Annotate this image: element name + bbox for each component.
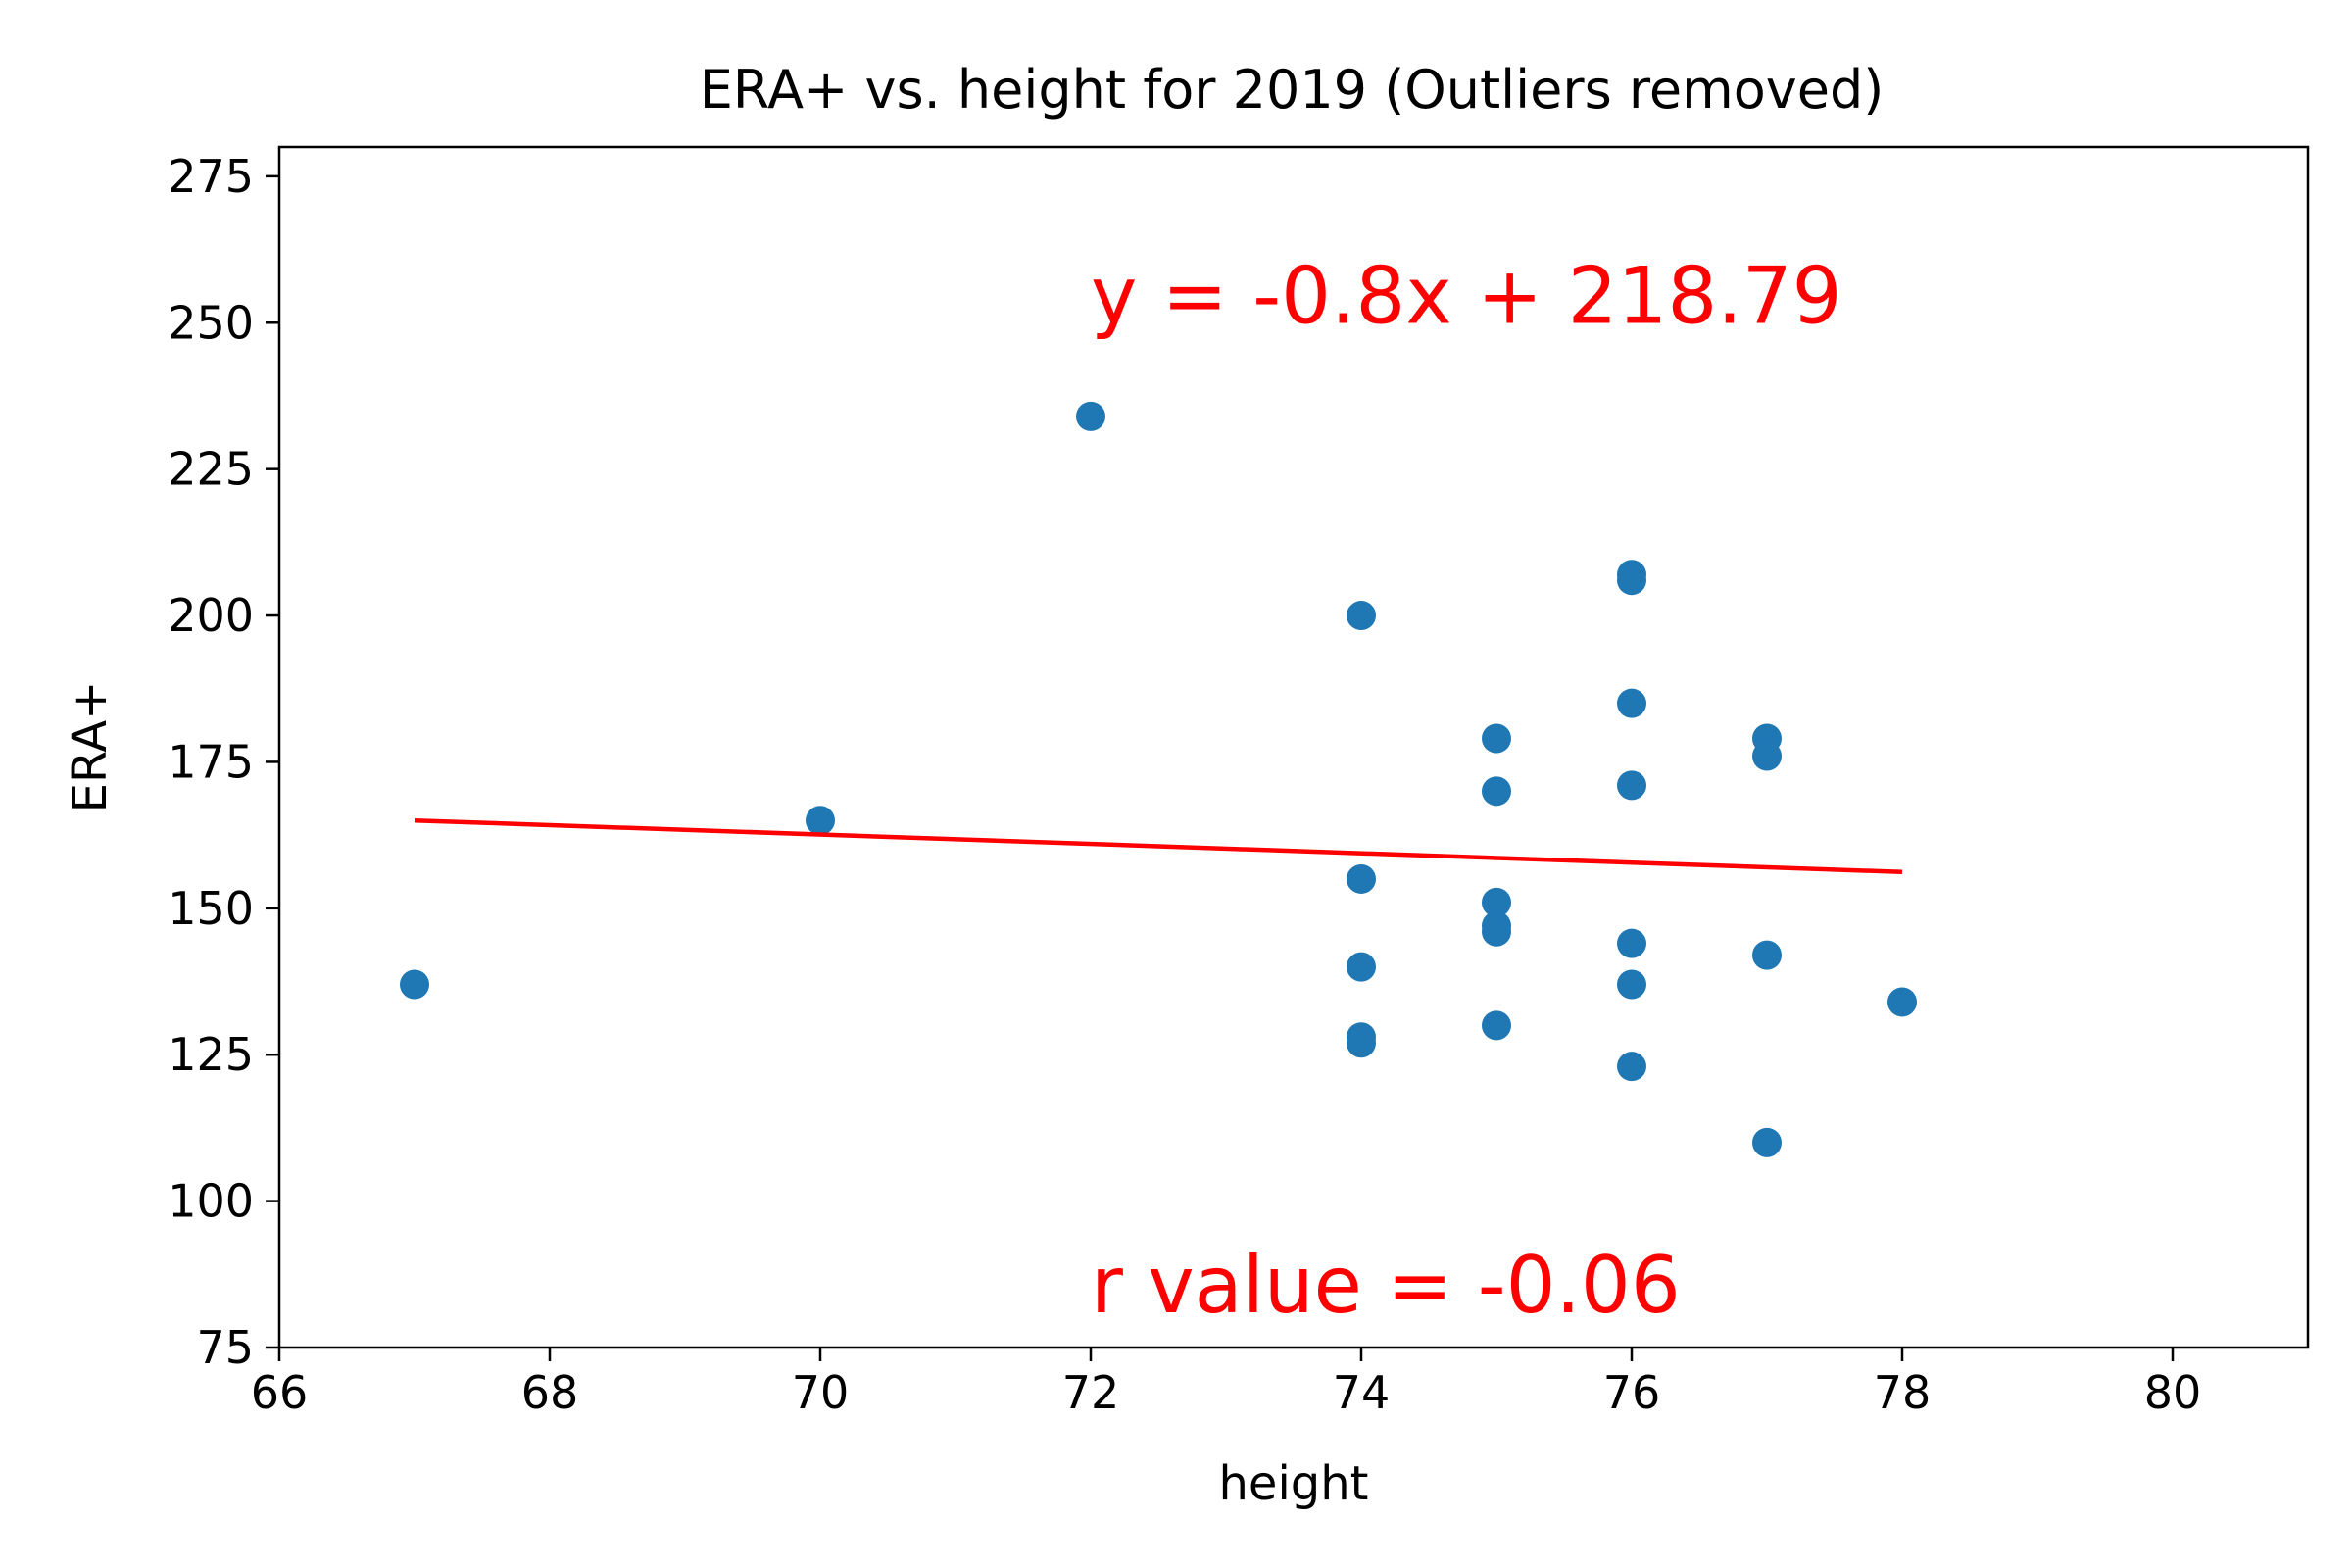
- data-point: [1617, 688, 1646, 718]
- data-point: [1482, 887, 1511, 917]
- x-tick-label: 66: [251, 1366, 309, 1419]
- chart-title: ERA+ vs. height for 2019 (Outliers remov…: [700, 59, 1885, 121]
- data-point: [1347, 601, 1376, 631]
- data-point: [1752, 741, 1782, 771]
- x-tick-label: 74: [1333, 1366, 1391, 1419]
- data-point: [1617, 928, 1646, 958]
- data-point: [1482, 776, 1511, 807]
- data-point: [1347, 863, 1376, 894]
- data-point: [1076, 401, 1105, 431]
- x-tick-label: 78: [1874, 1366, 1932, 1419]
- data-point: [1347, 952, 1376, 982]
- y-tick-label: 75: [196, 1321, 254, 1374]
- data-point: [400, 969, 429, 1000]
- data-point: [1752, 1127, 1782, 1157]
- y-tick-label: 150: [168, 882, 254, 935]
- y-tick-label: 125: [168, 1028, 254, 1081]
- x-tick-label: 76: [1603, 1366, 1661, 1419]
- x-axis-label: height: [1219, 1456, 1369, 1511]
- y-tick-label: 175: [168, 735, 254, 788]
- data-point: [1482, 916, 1511, 947]
- data-point: [806, 806, 835, 836]
- data-point: [1617, 969, 1646, 1000]
- data-point: [1347, 1028, 1376, 1058]
- y-tick-label: 225: [168, 443, 254, 496]
- x-tick-label: 80: [2144, 1366, 2202, 1419]
- y-axis: 75 100 125 150 175 200 225 250 275: [168, 150, 279, 1374]
- data-point: [1887, 987, 1917, 1017]
- y-axis-label: ERA+: [63, 681, 118, 813]
- annotation-text: r value = -0.06: [1091, 1240, 1681, 1331]
- data-point: [1617, 1052, 1646, 1082]
- annotation-text: y = -0.8x + 218.79: [1091, 250, 1841, 341]
- plot-frame: [277, 145, 2310, 1349]
- regression-line: [414, 817, 1903, 875]
- data-point: [1482, 1010, 1511, 1041]
- data-point: [1617, 770, 1646, 801]
- y-tick-label: 250: [168, 296, 254, 349]
- x-tick-label: 70: [792, 1366, 850, 1419]
- y-tick-label: 275: [168, 150, 254, 203]
- data-point: [1752, 940, 1782, 970]
- y-tick-label: 100: [168, 1175, 254, 1228]
- data-point: [1482, 723, 1511, 754]
- x-tick-label: 72: [1062, 1366, 1120, 1419]
- plot-content: [400, 401, 1917, 1157]
- data-point: [1617, 565, 1646, 596]
- x-tick-label: 68: [521, 1366, 579, 1419]
- annotations: y = -0.8x + 218.79 r value = -0.06: [1091, 250, 1841, 1331]
- x-axis: 66 68 70 72 74 76 78 80: [251, 1348, 2202, 1419]
- y-tick-label: 200: [168, 589, 254, 642]
